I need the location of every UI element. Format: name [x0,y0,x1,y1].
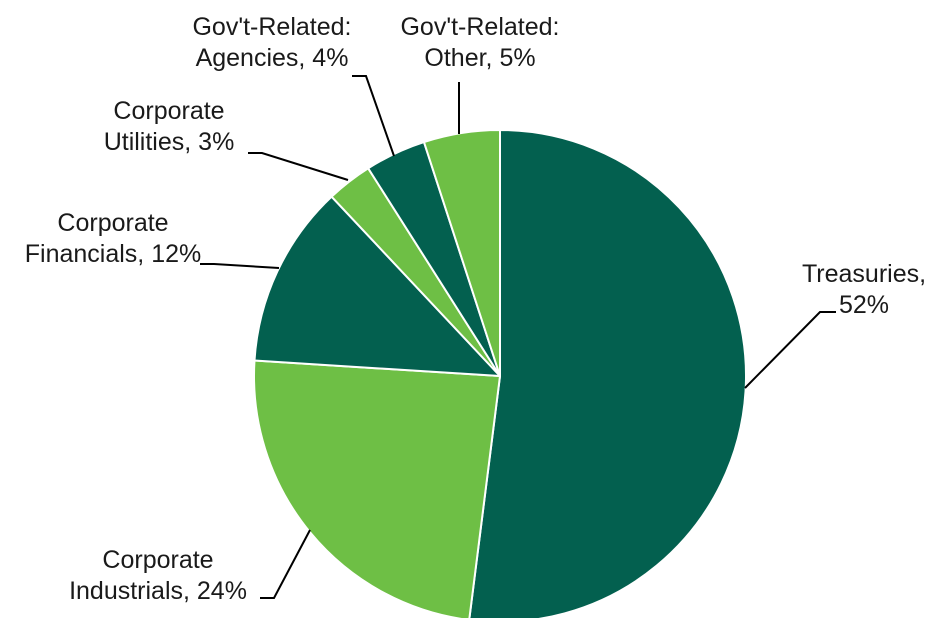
slice-label-line: Gov't-Related: [192,13,351,41]
slice-label-line: Corporate [57,209,168,237]
slice-label-corporate-utilities: Corporate Utilities, 3% [104,97,235,156]
slice-label-treasuries: Treasuries, 52% [802,260,926,319]
slice-label-line: 52% [839,291,889,319]
slice-label-gov-t-related-other: Gov't-Related: Other, 5% [400,13,559,72]
slice-labels: Treasuries, 52%Corporate Industrials, 24%C… [25,13,926,605]
pie-slice-treasuries [468,129,747,618]
slice-label-line: Gov't-Related: [400,13,559,41]
leader-line-corporate-industrials [260,529,311,599]
leader-line-gov-t-related-agencies [352,75,395,157]
leader-lines [200,75,836,599]
pie-slice-corporate-financials [253,195,501,377]
pie-slice-corporate-industrials [253,359,501,618]
slice-label-line: Treasuries, [802,260,926,288]
slice-label-line: Agencies, 4% [196,44,349,72]
slice-label-line: Corporate [113,97,224,125]
pie-slices [253,129,747,618]
slice-label-line: Other, 5% [424,44,535,72]
slice-label-corporate-financials: Corporate Financials, 12% [25,209,201,268]
leader-line-corporate-utilities [248,152,349,181]
slice-label-line: Financials, 12% [25,240,201,268]
pie-slice-gov-t-related-other [422,129,501,377]
leader-line-corporate-financials [200,263,280,269]
slice-label-corporate-industrials: Corporate Industrials, 24% [69,546,247,605]
slice-label-gov-t-related-agencies: Gov't-Related: Agencies, 4% [192,13,351,72]
slice-label-line: Utilities, 3% [104,128,235,156]
slice-label-line: Industrials, 24% [69,577,247,605]
slice-label-line: Corporate [102,546,213,574]
leader-line-treasuries [744,311,836,389]
